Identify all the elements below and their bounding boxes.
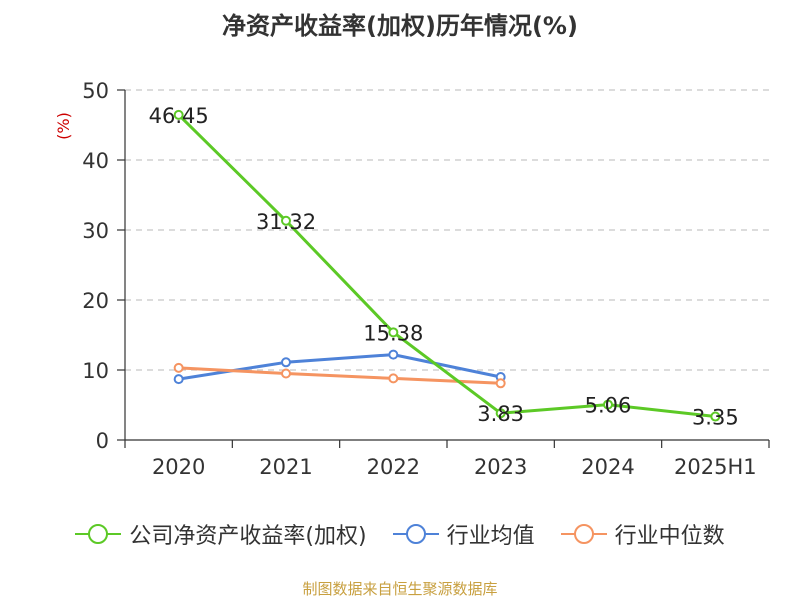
data-label: 3.35 xyxy=(692,406,739,430)
legend: 公司净资产收益率(加权) 行业均值 行业中位数 xyxy=(0,518,800,550)
series-line-0 xyxy=(177,113,716,419)
y-tick-label: 0 xyxy=(96,429,109,453)
legend-label-industry-mean: 行业均值 xyxy=(446,524,535,549)
data-point xyxy=(281,368,291,379)
legend-swatch-company-roe xyxy=(75,524,122,544)
y-tick-label: 20 xyxy=(82,289,109,313)
data-point xyxy=(388,327,399,338)
data-label: 3.83 xyxy=(477,402,524,426)
y-tick-label: 50 xyxy=(82,79,109,103)
legend-swatch-industry-mean xyxy=(392,524,439,544)
data-point xyxy=(495,378,506,389)
data-point xyxy=(173,374,184,385)
legend-label-company-roe: 公司净资产收益率(加权) xyxy=(129,524,367,549)
legend-swatch-industry-median xyxy=(560,524,607,544)
data-point xyxy=(495,408,506,419)
x-tick-label: 2024 xyxy=(581,455,634,479)
data-point xyxy=(173,362,184,373)
legend-label-industry-median: 行业中位数 xyxy=(614,524,725,549)
chart-title: 净资产收益率(加权)历年情况(%) xyxy=(222,12,578,40)
data-point xyxy=(281,357,291,368)
x-tick-label: 2023 xyxy=(474,455,527,479)
legend-item-company-roe[interactable]: 公司净资产收益率(加权) xyxy=(75,518,367,550)
x-tick-label: 2022 xyxy=(367,455,420,479)
data-point xyxy=(388,349,399,360)
x-tick-label: 2025H1 xyxy=(674,455,757,479)
data-label: 46.45 xyxy=(149,104,209,128)
series-line-2 xyxy=(178,366,501,385)
y-tick-label: 10 xyxy=(82,359,109,383)
data-point xyxy=(281,215,291,226)
source-note: 制图数据来自恒生聚源数据库 xyxy=(302,580,498,598)
data-point xyxy=(603,399,613,410)
data-label: 31.32 xyxy=(256,210,316,234)
data-point xyxy=(710,411,721,422)
y-tick-label: 40 xyxy=(82,149,109,173)
data-label: 15.38 xyxy=(363,321,423,345)
data-label: 5.06 xyxy=(585,394,632,418)
y-axis-label: (%) xyxy=(54,112,73,140)
data-point xyxy=(388,373,399,384)
legend-item-industry-mean[interactable]: 行业均值 xyxy=(392,518,535,550)
legend-item-industry-median[interactable]: 行业中位数 xyxy=(560,518,725,550)
y-tick-label: 30 xyxy=(82,219,109,243)
x-tick-label: 2020 xyxy=(152,455,205,479)
data-point xyxy=(173,109,184,120)
x-tick-label: 2021 xyxy=(259,455,312,479)
